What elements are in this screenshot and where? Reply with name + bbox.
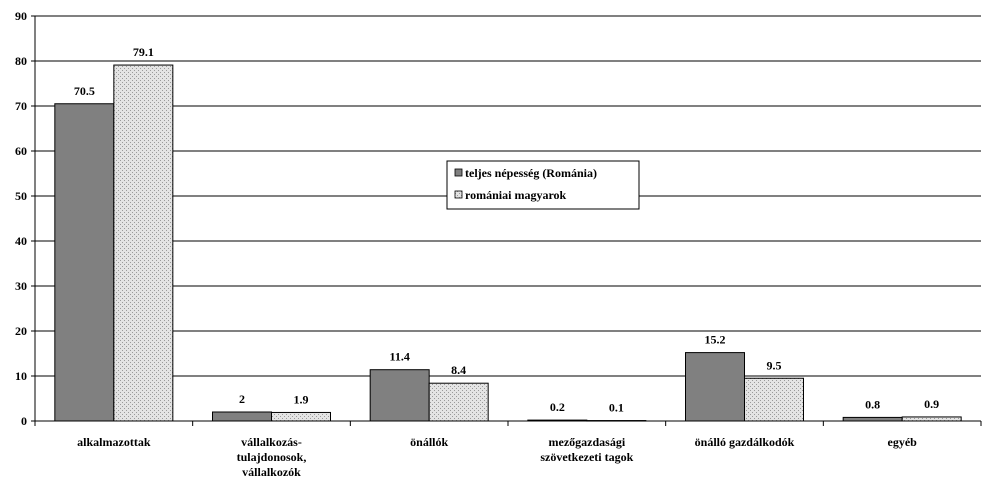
legend: teljes népesség (Románia) romániai magya… [446, 160, 640, 210]
bar-series-2 [113, 64, 174, 422]
legend-swatch-series-2 [454, 190, 463, 199]
category-label: önálló gazdálkodók [695, 435, 795, 449]
bar-series-2 [428, 382, 489, 422]
y-tick-label: 40 [15, 234, 27, 248]
bar-series-1 [527, 419, 588, 422]
data-label: 0.9 [924, 397, 939, 411]
bar-series-1 [54, 103, 115, 422]
bar-series-1 [212, 411, 272, 422]
y-tick-label: 70 [15, 99, 27, 113]
y-tick-label: 30 [15, 279, 27, 293]
y-tick-label: 60 [15, 144, 27, 158]
legend-swatch-series-1 [454, 168, 463, 177]
category-labels: alkalmazottak vállalkozás-tulajdonosok,vá… [77, 435, 917, 479]
category-label: egyéb [888, 435, 918, 449]
bars [54, 64, 962, 422]
category-label: tulajdonosok, [237, 450, 307, 464]
bar-series-2 [744, 377, 804, 422]
category-label: mezőgazdasági [549, 435, 626, 449]
bar-series-1 [685, 352, 745, 422]
category-label: vállalkozás- [241, 435, 302, 449]
data-label: 11.4 [389, 350, 409, 364]
data-label: 2 [239, 392, 245, 406]
y-tick-label: 10 [15, 369, 27, 383]
category-label: önállók [410, 435, 448, 449]
category-label: szövetkezeti tagok [540, 450, 633, 464]
data-label: 0.1 [609, 401, 624, 415]
y-tick-label: 90 [15, 9, 27, 23]
data-label: 79.1 [133, 45, 154, 59]
data-label: 9.5 [767, 358, 782, 372]
data-label: 8.4 [451, 363, 466, 377]
legend-label-series-1: teljes népesség (Románia) [465, 166, 597, 180]
bar-series-1 [842, 416, 903, 422]
bar-series-2 [901, 416, 962, 422]
data-label: 1.9 [294, 392, 309, 406]
data-label: 15.2 [705, 333, 726, 347]
data-label: 0.8 [865, 397, 880, 411]
legend-label-series-2: romániai magyarok [465, 188, 567, 202]
data-label: 70.5 [74, 84, 95, 98]
bar-series-2 [586, 420, 647, 422]
category-label: vállalkozók [242, 465, 301, 479]
legend-box [446, 160, 640, 210]
y-tick-label: 0 [21, 414, 27, 428]
axes: 0 10 20 30 40 50 60 70 80 90 [15, 9, 982, 428]
y-tick-label: 80 [15, 54, 27, 68]
data-labels: 70.5 79.1 2 1.9 11.4 8.4 0.2 0.1 15.2 9.5 0.8 0.9 [74, 45, 939, 415]
bar-series-2 [271, 411, 331, 422]
y-tick-label: 20 [15, 324, 27, 338]
category-label: alkalmazottak [77, 435, 151, 449]
y-tick-label: 50 [15, 189, 27, 203]
bar-series-1 [369, 369, 430, 422]
data-label: 0.2 [550, 400, 565, 414]
